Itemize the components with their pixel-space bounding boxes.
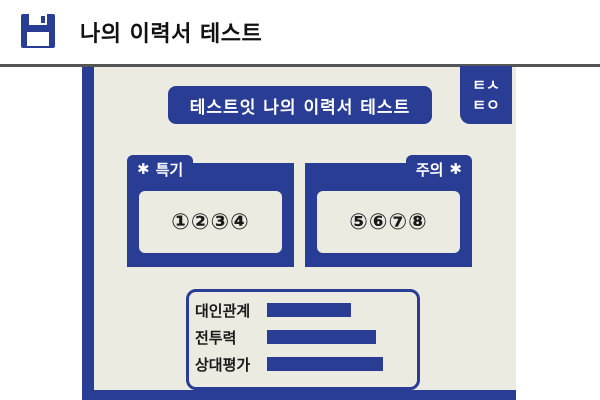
panel-caution: 주의 ✱ ⑤⑥⑦⑧	[305, 155, 472, 267]
page-title: 나의 이력서 테스트	[80, 22, 263, 47]
caution-values: ⑤⑥⑦⑧	[349, 209, 428, 235]
stats-box: 대인관계 전투력 상대평가	[186, 289, 420, 390]
stat-label: 전투력	[195, 328, 237, 347]
stamp-line-2: ㅌㅇ	[472, 96, 500, 114]
panel-content-caution: ⑤⑥⑦⑧	[317, 191, 460, 253]
app-header: 나의 이력서 테스트	[0, 0, 600, 64]
panel-specialty: ✱ 특기 ①②③④	[127, 155, 294, 267]
panel-tab-label: 특기	[155, 160, 184, 179]
stat-row-relative: 상대평가	[195, 352, 383, 376]
stat-label: 상대평가	[195, 355, 251, 374]
panel-tab-specialty: ✱ 특기	[127, 155, 194, 183]
asterisk-icon: ✱	[137, 160, 150, 178]
stat-bar	[267, 303, 351, 317]
card-title: 테스트잇 나의 이력서 테스트	[189, 97, 411, 118]
panel-tab-caution: 주의 ✱	[405, 155, 472, 183]
stat-row-relationship: 대인관계	[195, 298, 351, 322]
floppy-disk-icon[interactable]	[21, 14, 55, 48]
stat-bar	[267, 357, 383, 371]
stamp-line-1: ㅌㅅ	[472, 76, 500, 94]
panel-tab-label: 주의	[415, 160, 444, 179]
panel-content-specialty: ①②③④	[139, 191, 282, 253]
stat-label: 대인관계	[195, 301, 251, 320]
header-divider	[0, 64, 600, 67]
stat-row-combat: 전투력	[195, 325, 376, 349]
asterisk-icon: ✱	[449, 160, 462, 178]
card-title-pill: 테스트잇 나의 이력서 테스트	[168, 86, 432, 124]
specialty-values: ①②③④	[171, 209, 250, 235]
stat-bar	[267, 330, 376, 344]
card-stamp: ㅌㅅ ㅌㅇ	[460, 66, 512, 124]
